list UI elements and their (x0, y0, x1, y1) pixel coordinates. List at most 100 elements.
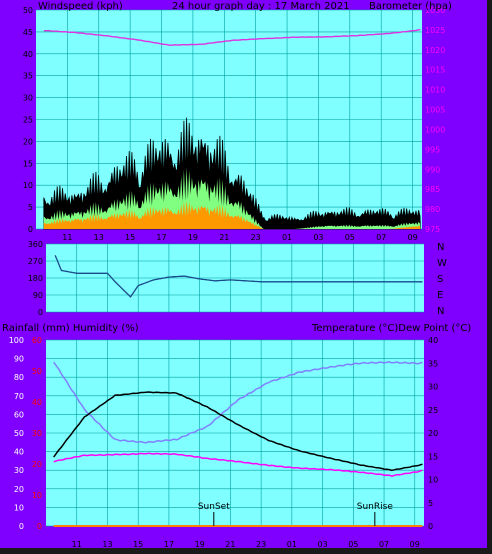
marker-label-sunrise: SunRise (357, 502, 394, 512)
humidity-y-tick-4: 40 (14, 448, 24, 457)
pressure-y-tick-10: 1025 (425, 26, 445, 35)
x-tick-top-4: 19 (188, 233, 198, 242)
direction-y-tick-1: 90 (33, 291, 43, 300)
wind-y-tick-8: 40 (23, 50, 33, 59)
wind-y-tick-6: 30 (23, 94, 33, 103)
x-tick-top-7: 01 (282, 233, 292, 242)
humidity-y-tick-10: 100 (9, 336, 24, 345)
x-tick-bottom-10: 07 (379, 540, 389, 549)
x-tick-bottom-7: 01 (287, 540, 297, 549)
temperature-dewpoint-axis-title: Temperature (°C)Dew Point (°C) (311, 323, 471, 334)
temperature-y-tick-5: 25 (428, 406, 438, 415)
temperature-y-tick-7: 35 (428, 359, 438, 368)
x-tick-top-2: 15 (125, 233, 135, 242)
pressure-y-tick-8: 1015 (425, 66, 445, 75)
direction-letter-s: S (437, 274, 443, 285)
x-tick-bottom-0: 11 (72, 540, 82, 549)
x-tick-bottom-1: 13 (102, 540, 112, 549)
humidity-y-tick-0: 0 (19, 522, 24, 531)
wind-y-tick-2: 10 (23, 181, 33, 190)
plot-series: SunSet SunRise (43, 28, 423, 527)
humidity-y-tick-8: 80 (14, 373, 24, 382)
humidity-y-tick-5: 50 (14, 429, 24, 438)
humidity-y-tick-6: 60 (14, 410, 24, 419)
humidity-y-tick-9: 90 (14, 355, 24, 364)
pressure-y-tick-2: 985 (425, 185, 440, 194)
wind-y-tick-10: 50 (23, 6, 33, 15)
temperature-y-tick-4: 20 (428, 429, 438, 438)
pressure-series (43, 28, 421, 46)
humidity-y-tick-7: 70 (14, 392, 24, 401)
rain-y-tick-5: 50 (32, 367, 42, 376)
pressure-y-tick-9: 1020 (425, 46, 445, 55)
rain-humidity-axis-title: Rainfall (mm) Humidity (%) (2, 323, 139, 334)
x-tick-bottom-11: 09 (410, 540, 420, 549)
x-tick-bottom-5: 21 (225, 540, 235, 549)
x-tick-top-6: 23 (251, 233, 261, 242)
temperature-y-tick-0: 0 (428, 522, 433, 531)
direction-y-tick-4: 360 (28, 240, 43, 249)
windspeed-axis-title: Windspeed (kph) (38, 1, 123, 12)
x-tick-bottom-3: 17 (164, 540, 174, 549)
marker-label-sunset: SunSet (198, 502, 230, 512)
wind-y-tick-7: 35 (23, 72, 33, 81)
rain-y-tick-2: 20 (32, 460, 42, 469)
x-tick-bottom-2: 15 (133, 540, 143, 549)
pressure-y-tick-5: 1000 (425, 125, 445, 134)
direction-y-tick-2: 180 (28, 274, 43, 283)
pressure-y-tick-4: 995 (425, 145, 440, 154)
direction-series (54, 255, 423, 298)
rain-y-tick-6: 60 (32, 336, 42, 345)
x-tick-top-11: 09 (407, 233, 417, 242)
temperature-y-tick-6: 30 (428, 383, 438, 392)
temperature-y-tick-1: 5 (428, 499, 433, 508)
direction-y-tick-3: 270 (28, 257, 43, 266)
x-tick-top-1: 13 (94, 233, 104, 242)
direction-letter-n-top: N (437, 242, 444, 253)
x-tick-top-10: 07 (376, 233, 386, 242)
direction-letter-e: E (437, 290, 443, 301)
x-tick-top-5: 21 (219, 233, 229, 242)
direction-letter-n-bottom: N (437, 306, 444, 317)
temperature-y-tick-2: 10 (428, 476, 438, 485)
x-tick-top-0: 11 (62, 233, 72, 242)
wind-y-tick-5: 25 (23, 116, 33, 125)
x-tick-bottom-4: 19 (195, 540, 205, 549)
pressure-y-tick-11: 1030 (425, 6, 445, 15)
wind-y-tick-4: 20 (23, 137, 33, 146)
direction-letter-w: W (437, 258, 447, 269)
wind-low-series (43, 200, 421, 229)
wind-y-tick-9: 45 (23, 28, 33, 37)
humidity-y-tick-2: 20 (14, 485, 24, 494)
bottom-edge (0, 548, 492, 554)
x-tick-top-3: 17 (156, 233, 166, 242)
rain-y-tick-4: 40 (32, 398, 42, 407)
pressure-y-tick-1: 980 (425, 205, 440, 214)
rain-y-tick-3: 30 (32, 429, 42, 438)
right-edge (487, 0, 492, 554)
humidity-y-tick-3: 30 (14, 466, 24, 475)
direction-y-tick-0: 0 (38, 308, 43, 317)
pressure-y-tick-6: 1005 (425, 106, 445, 115)
x-tick-bottom-6: 23 (256, 540, 266, 549)
wind-y-tick-3: 15 (23, 159, 33, 168)
x-tick-top-9: 05 (345, 233, 355, 242)
x-tick-top-8: 03 (313, 233, 323, 242)
wind-y-tick-0: 0 (28, 225, 33, 234)
barometer-axis-title: Barometer (hpa) (369, 1, 452, 12)
pressure-y-tick-7: 1010 (425, 86, 445, 95)
gust-series (43, 117, 421, 230)
pressure-y-tick-3: 990 (425, 165, 440, 174)
x-tick-bottom-8: 03 (317, 540, 327, 549)
humidity-y-tick-1: 10 (14, 503, 24, 512)
humidity-series (53, 361, 423, 444)
pressure-y-tick-0: 975 (425, 225, 440, 234)
x-tick-bottom-9: 05 (348, 540, 358, 549)
dewpoint-series (53, 452, 423, 477)
wind-average-series (43, 167, 421, 229)
temperature-y-tick-8: 40 (428, 336, 438, 345)
rain-y-tick-1: 10 (32, 491, 42, 500)
chart-title: 24 hour graph day : 17 March 2021 (172, 1, 350, 12)
